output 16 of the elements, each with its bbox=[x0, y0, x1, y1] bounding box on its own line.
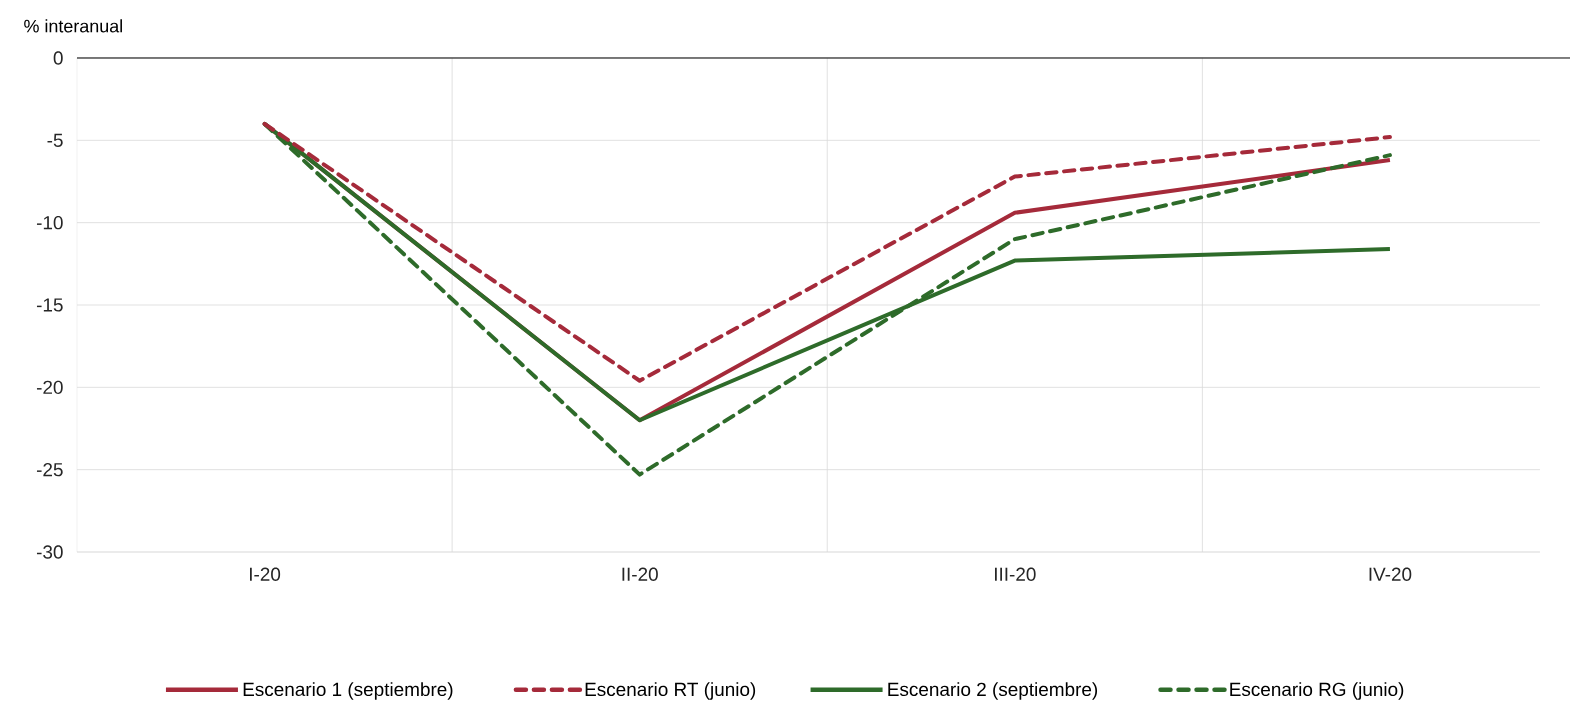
legend-label: Escenario RG (junio) bbox=[1230, 682, 1404, 700]
x-tick-label: I-20 bbox=[250, 567, 281, 581]
y-tick-label: -25 bbox=[36, 462, 63, 477]
x-tick-label: III-20 bbox=[994, 567, 1036, 581]
x-tick-label: II-20 bbox=[622, 567, 658, 581]
y-tick-label: 0 bbox=[53, 51, 63, 65]
legend-label: Escenario 1 (septiembre) bbox=[243, 682, 453, 700]
y-tick-label: -30 bbox=[36, 545, 63, 559]
legend-label: Escenario RT (junio) bbox=[585, 682, 756, 700]
legend-label: Escenario 2 (septiembre) bbox=[888, 682, 1098, 700]
y-tick-label: -15 bbox=[36, 298, 63, 312]
y-tick-label: -5 bbox=[47, 133, 63, 147]
y-tick-label: -10 bbox=[36, 215, 63, 230]
x-tick-label: IV-20 bbox=[1369, 567, 1412, 581]
y-axis-title: % interanual bbox=[24, 19, 122, 33]
y-tick-label: -20 bbox=[36, 380, 63, 395]
